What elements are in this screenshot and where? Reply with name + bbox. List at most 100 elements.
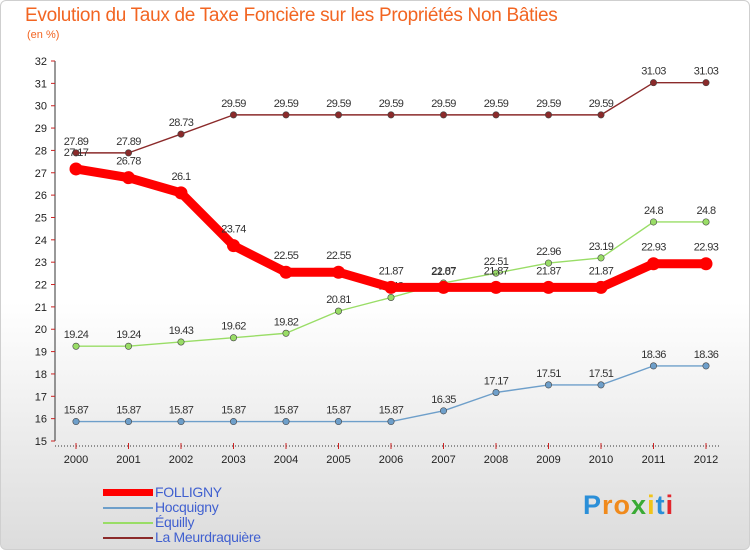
data-point <box>649 218 657 226</box>
data-label: 28.73 <box>169 117 194 129</box>
data-point <box>174 186 188 200</box>
data-point <box>544 111 552 119</box>
data-label: 21.87 <box>589 265 614 277</box>
data-label: 17.17 <box>484 375 509 387</box>
y-tick-label: 22 <box>35 280 47 292</box>
data-label: 29.59 <box>379 98 404 110</box>
x-tick-label: 2003 <box>221 454 245 466</box>
x-tick-label: 2011 <box>642 454 666 466</box>
data-label: 29.59 <box>589 98 614 110</box>
data-point <box>69 162 83 176</box>
data-label: 27.89 <box>116 136 141 148</box>
data-point <box>125 342 133 350</box>
x-tick-label: 2001 <box>116 454 140 466</box>
data-label: 22.55 <box>326 250 351 262</box>
x-tick-label: 2006 <box>379 454 403 466</box>
y-tick-label: 27 <box>35 168 47 180</box>
data-point <box>597 111 605 119</box>
data-point <box>282 329 290 337</box>
data-point <box>702 79 710 87</box>
data-point <box>492 269 500 277</box>
logo-letter: P <box>583 490 603 520</box>
data-label: 19.24 <box>116 329 141 341</box>
data-label: 15.87 <box>221 405 246 417</box>
data-point <box>439 111 447 119</box>
data-label: 29.59 <box>431 98 456 110</box>
data-label: 24.8 <box>644 205 663 217</box>
x-tick-label: 2007 <box>431 454 455 466</box>
data-point <box>544 381 552 389</box>
x-tick-label: 2005 <box>326 454 350 466</box>
legend-label: La Meurdraquière <box>155 529 261 545</box>
data-point <box>334 111 342 119</box>
data-point <box>544 259 552 267</box>
data-label: 26.78 <box>116 156 141 168</box>
legend-label: Équilly <box>155 514 195 530</box>
x-tick-label: 2000 <box>64 454 88 466</box>
data-label: 31.03 <box>694 66 719 78</box>
data-label: 23.74 <box>221 224 246 236</box>
y-tick-label: 15 <box>35 436 47 448</box>
y-tick-label: 16 <box>35 414 47 426</box>
data-point <box>230 111 238 119</box>
data-point <box>542 280 555 294</box>
data-label: 23.19 <box>589 241 614 253</box>
y-tick-label: 23 <box>35 257 47 269</box>
data-label: 22.55 <box>274 250 299 262</box>
data-label: 29.59 <box>274 98 299 110</box>
x-tick-label: 2009 <box>536 454 560 466</box>
y-tick-label: 24 <box>35 235 47 247</box>
logo-letter: t <box>655 490 666 520</box>
x-tick-label: 2008 <box>484 454 508 466</box>
logo-letter: i <box>647 490 656 520</box>
data-point <box>387 418 395 426</box>
data-label: 22.07 <box>431 266 456 278</box>
legend-swatch <box>103 537 153 539</box>
chart-title: Evolution du Taux de Taxe Foncière sur l… <box>25 5 558 26</box>
data-point <box>594 280 608 294</box>
data-point <box>387 111 395 119</box>
data-label: 16.35 <box>431 394 456 406</box>
legend-swatch <box>103 507 153 509</box>
data-label: 15.87 <box>64 405 89 417</box>
data-label: 21.87 <box>431 265 456 277</box>
data-label: 19.24 <box>64 329 89 341</box>
y-tick-label: 32 <box>35 56 47 68</box>
data-point <box>177 338 185 346</box>
data-point <box>334 418 342 426</box>
data-point <box>489 280 503 294</box>
y-tick-label: 31 <box>35 78 47 90</box>
data-label: 22.96 <box>536 246 561 258</box>
y-tick-label: 28 <box>35 145 47 157</box>
data-label: 29.59 <box>326 98 351 110</box>
data-point <box>597 254 605 262</box>
data-point <box>492 388 500 396</box>
data-point <box>437 280 450 294</box>
data-point <box>282 418 290 426</box>
data-label: 27.17 <box>64 147 89 159</box>
legend-label: FOLLIGNY <box>155 484 222 500</box>
data-point <box>439 407 447 415</box>
x-tick-label: 2004 <box>274 454 298 466</box>
data-label: 21.87 <box>379 265 404 277</box>
data-label: 29.59 <box>536 98 561 110</box>
logo-letter: o <box>613 490 632 520</box>
data-point <box>125 418 133 426</box>
data-point <box>387 293 395 301</box>
logo-letter: r <box>602 490 614 520</box>
data-label: 21.87 <box>536 265 561 277</box>
legend-swatch <box>103 522 153 524</box>
data-point <box>177 130 185 138</box>
y-tick-label: 20 <box>35 324 47 336</box>
data-point <box>177 418 185 426</box>
data-point <box>384 280 398 294</box>
data-point <box>649 79 657 87</box>
data-point <box>282 111 290 119</box>
y-tick-label: 30 <box>35 101 47 113</box>
data-point <box>125 149 133 157</box>
data-label: 29.59 <box>484 98 509 110</box>
data-label: 21.87 <box>484 265 509 277</box>
data-label: 15.87 <box>326 405 351 417</box>
